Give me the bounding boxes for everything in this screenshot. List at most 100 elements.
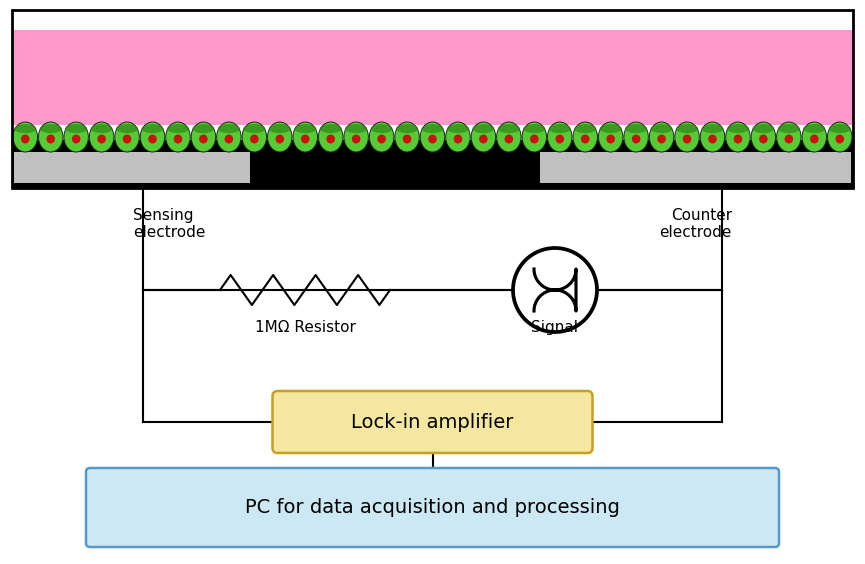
Ellipse shape	[625, 124, 647, 133]
Ellipse shape	[836, 134, 844, 143]
Ellipse shape	[828, 122, 852, 152]
Ellipse shape	[447, 124, 469, 133]
Ellipse shape	[140, 122, 164, 152]
Ellipse shape	[420, 122, 445, 152]
Ellipse shape	[548, 122, 572, 152]
Circle shape	[513, 248, 597, 332]
Ellipse shape	[701, 122, 725, 152]
Text: Counter
electrode: Counter electrode	[660, 208, 732, 240]
Ellipse shape	[631, 134, 640, 143]
Ellipse shape	[13, 122, 37, 152]
Ellipse shape	[91, 124, 112, 133]
Ellipse shape	[802, 122, 827, 152]
Text: Sensing
electrode: Sensing electrode	[133, 208, 205, 240]
Ellipse shape	[504, 134, 513, 143]
Ellipse shape	[785, 134, 793, 143]
Ellipse shape	[320, 124, 342, 133]
Ellipse shape	[64, 122, 88, 152]
Ellipse shape	[250, 134, 259, 143]
Ellipse shape	[199, 134, 208, 143]
Bar	[12, 140, 853, 188]
Ellipse shape	[708, 134, 717, 143]
Ellipse shape	[650, 122, 674, 152]
Ellipse shape	[471, 122, 496, 152]
Ellipse shape	[293, 122, 317, 152]
Ellipse shape	[242, 122, 266, 152]
Ellipse shape	[581, 134, 590, 143]
Ellipse shape	[574, 124, 596, 133]
Ellipse shape	[472, 124, 495, 133]
Ellipse shape	[777, 122, 801, 152]
Text: Signal: Signal	[531, 320, 579, 335]
Ellipse shape	[174, 134, 183, 143]
Ellipse shape	[89, 122, 114, 152]
Ellipse shape	[275, 134, 284, 143]
Ellipse shape	[166, 122, 190, 152]
Ellipse shape	[778, 124, 800, 133]
Ellipse shape	[21, 134, 29, 143]
Ellipse shape	[650, 124, 673, 133]
Ellipse shape	[394, 122, 420, 152]
Ellipse shape	[116, 124, 138, 133]
Ellipse shape	[657, 134, 666, 143]
Ellipse shape	[759, 134, 767, 143]
Ellipse shape	[326, 134, 335, 143]
Ellipse shape	[445, 122, 471, 152]
Ellipse shape	[599, 124, 622, 133]
Ellipse shape	[148, 134, 157, 143]
Ellipse shape	[530, 134, 539, 143]
Ellipse shape	[191, 122, 215, 152]
Bar	[540, 152, 851, 183]
Ellipse shape	[403, 134, 412, 143]
Ellipse shape	[225, 134, 234, 143]
Ellipse shape	[453, 134, 462, 143]
Bar	[14, 152, 250, 183]
Ellipse shape	[682, 134, 691, 143]
Ellipse shape	[218, 124, 240, 133]
Ellipse shape	[318, 122, 343, 152]
FancyBboxPatch shape	[272, 391, 593, 453]
Ellipse shape	[702, 124, 723, 133]
Ellipse shape	[370, 124, 393, 133]
Ellipse shape	[14, 124, 36, 133]
Text: PC for data acquisition and processing: PC for data acquisition and processing	[245, 498, 620, 517]
Ellipse shape	[72, 134, 80, 143]
Ellipse shape	[142, 124, 163, 133]
Ellipse shape	[344, 122, 368, 152]
Ellipse shape	[269, 124, 291, 133]
Ellipse shape	[377, 134, 386, 143]
Bar	[12, 10, 853, 188]
Ellipse shape	[753, 124, 774, 133]
Ellipse shape	[98, 134, 106, 143]
Ellipse shape	[727, 124, 749, 133]
FancyBboxPatch shape	[86, 468, 779, 547]
Ellipse shape	[522, 122, 547, 152]
Ellipse shape	[479, 134, 488, 143]
Ellipse shape	[624, 122, 649, 152]
Ellipse shape	[751, 122, 776, 152]
Ellipse shape	[294, 124, 317, 133]
Ellipse shape	[352, 134, 361, 143]
Ellipse shape	[829, 124, 851, 133]
Ellipse shape	[301, 134, 310, 143]
Ellipse shape	[47, 134, 55, 143]
Ellipse shape	[243, 124, 266, 133]
Ellipse shape	[115, 122, 139, 152]
Ellipse shape	[734, 134, 742, 143]
Ellipse shape	[216, 122, 241, 152]
Text: Lock-in amplifier: Lock-in amplifier	[351, 412, 514, 431]
Ellipse shape	[606, 134, 615, 143]
Ellipse shape	[497, 122, 521, 152]
Ellipse shape	[804, 124, 825, 133]
Ellipse shape	[167, 124, 189, 133]
Ellipse shape	[726, 122, 750, 152]
Ellipse shape	[428, 134, 437, 143]
Ellipse shape	[396, 124, 418, 133]
Ellipse shape	[267, 122, 292, 152]
Ellipse shape	[676, 124, 698, 133]
Bar	[12, 30, 853, 125]
Ellipse shape	[498, 124, 520, 133]
Ellipse shape	[421, 124, 444, 133]
Ellipse shape	[38, 122, 63, 152]
Ellipse shape	[573, 122, 598, 152]
